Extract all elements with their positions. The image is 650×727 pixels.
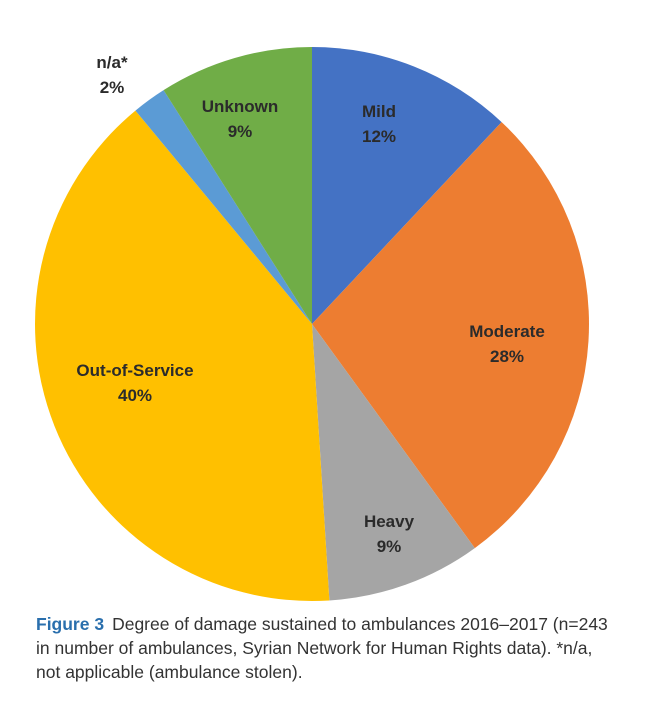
pie-slice-mild bbox=[312, 47, 502, 324]
slice-label-na: n/a* bbox=[96, 53, 128, 72]
pie-labels: Mild 12% Moderate 28% Heavy 9% Out-of-Se… bbox=[76, 53, 544, 556]
pie-slice-heavy bbox=[312, 324, 475, 601]
figure-caption: Figure 3 Degree of damage sustained to am… bbox=[36, 612, 611, 684]
slice-label-heavy: Heavy bbox=[364, 512, 415, 531]
pie-slice-out-of-service bbox=[34, 110, 330, 601]
slice-label-unknown: Unknown bbox=[202, 97, 279, 116]
slice-value-mild: 12% bbox=[362, 127, 396, 146]
slice-value-out-of-service: 40% bbox=[118, 386, 152, 405]
pie-chart: Mild 12% Moderate 28% Heavy 9% Out-of-Se… bbox=[34, 47, 589, 601]
pie-slices bbox=[34, 47, 589, 601]
pie-slice-moderate bbox=[312, 122, 589, 549]
caption-label: Figure 3 bbox=[36, 614, 105, 634]
slice-value-na: 2% bbox=[100, 78, 125, 97]
slice-label-mild: Mild bbox=[362, 102, 396, 121]
slice-value-moderate: 28% bbox=[490, 347, 524, 366]
caption-text: Degree of damage sustained to ambulances… bbox=[36, 614, 608, 682]
slice-label-out-of-service: Out-of-Service bbox=[76, 361, 193, 380]
slice-label-moderate: Moderate bbox=[469, 322, 545, 341]
slice-value-unknown: 9% bbox=[228, 122, 253, 141]
slice-value-heavy: 9% bbox=[377, 537, 402, 556]
pie-slice-n-a bbox=[135, 90, 312, 325]
pie-slice-unknown bbox=[163, 47, 312, 324]
